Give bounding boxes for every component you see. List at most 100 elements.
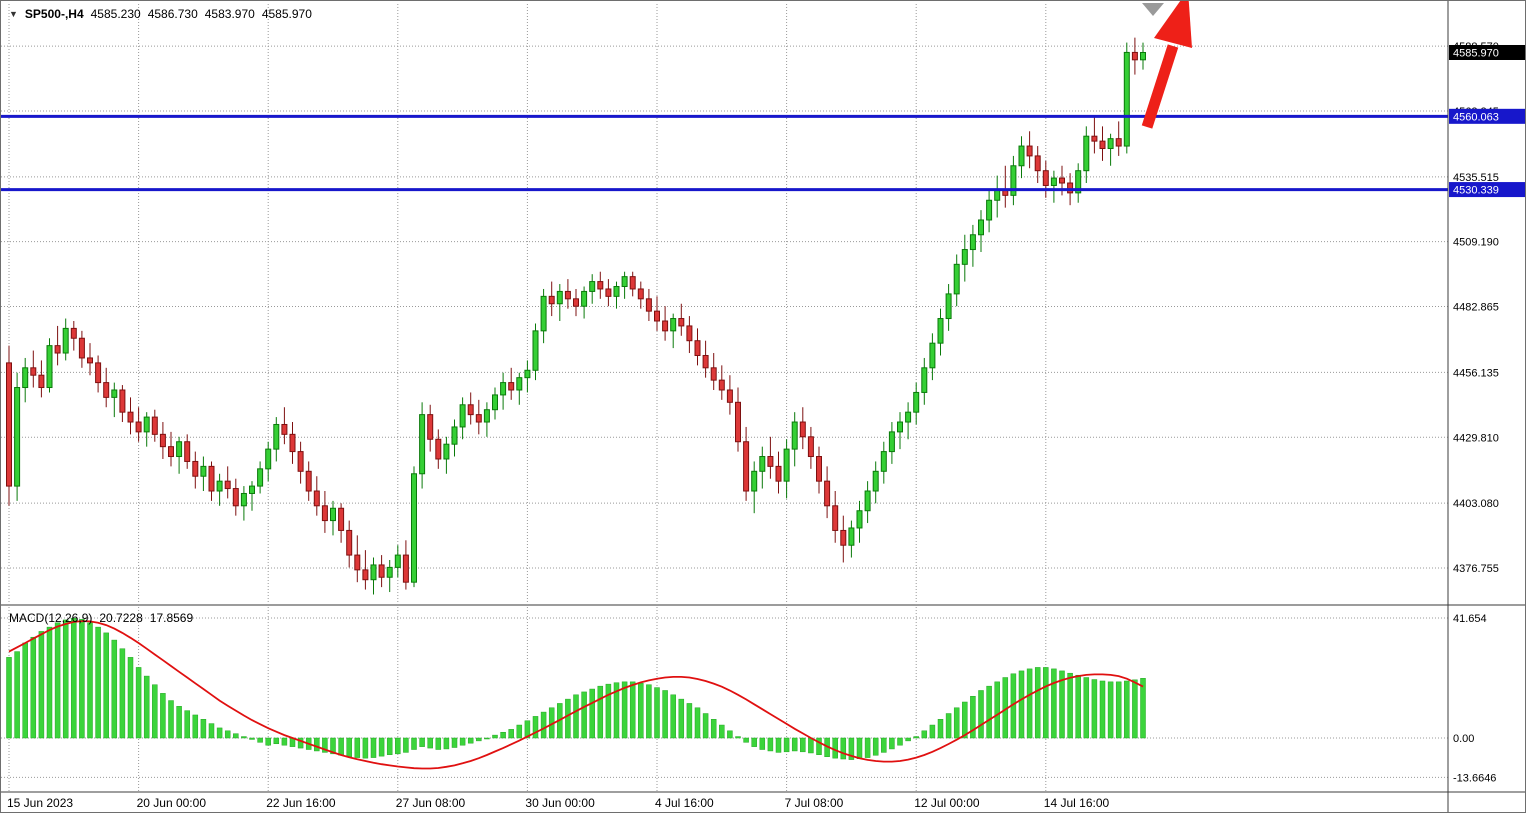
time-axis-label: 15 Jun 2023 bbox=[7, 796, 73, 810]
price-axis-label: 4456.135 bbox=[1453, 367, 1499, 379]
bear-candle bbox=[629, 276, 636, 290]
macd-histogram-bar bbox=[743, 737, 749, 743]
bear-candle bbox=[654, 310, 660, 322]
bull-candle bbox=[556, 290, 563, 305]
bull-candle bbox=[986, 199, 993, 221]
bear-candle bbox=[573, 298, 579, 307]
macd-histogram-bar bbox=[702, 713, 709, 739]
bull-candle bbox=[216, 480, 223, 492]
bear-candle bbox=[6, 362, 12, 487]
level-price-badge-text: 4530.339 bbox=[1453, 185, 1499, 197]
bull-candle bbox=[394, 554, 401, 568]
bear-candle bbox=[78, 337, 85, 359]
macd-main-value: 20.7228 bbox=[99, 611, 143, 625]
arrow-head[interactable] bbox=[1154, 1, 1192, 48]
bear-candle bbox=[151, 416, 158, 435]
bear-candle bbox=[1099, 140, 1106, 150]
macd-histogram-bar bbox=[395, 737, 401, 755]
bull-candle bbox=[492, 394, 498, 411]
bear-candle bbox=[694, 340, 701, 356]
chevron-down-icon[interactable]: ▼ bbox=[9, 8, 18, 19]
bear-candle bbox=[678, 318, 685, 327]
macd-histogram-bar bbox=[1140, 678, 1146, 739]
bull-candle bbox=[880, 451, 887, 472]
price-axis-label: 4535.515 bbox=[1453, 172, 1499, 184]
macd-histogram-bar bbox=[905, 737, 911, 742]
macd-signal-value: 17.8569 bbox=[149, 611, 194, 625]
level-price-badge-bg bbox=[1449, 108, 1525, 124]
bear-candle bbox=[597, 281, 604, 290]
macd-histogram-bar bbox=[338, 737, 344, 756]
macd-histogram-bar bbox=[897, 737, 903, 746]
macd-histogram-bar bbox=[864, 737, 871, 758]
time-axis-label: 4 Jul 16:00 bbox=[655, 796, 714, 810]
macd-histogram-bar bbox=[978, 690, 984, 739]
macd-histogram-bar bbox=[638, 683, 644, 739]
bear-candle bbox=[807, 436, 814, 458]
time-axis-label: 30 Jun 00:00 bbox=[525, 796, 595, 810]
bear-candle bbox=[816, 456, 822, 482]
macd-histogram-bar bbox=[670, 694, 676, 739]
trend-arrow-annotation[interactable] bbox=[1141, 1, 1192, 129]
macd-histogram-bar bbox=[143, 675, 150, 739]
macd-histogram-bar bbox=[1059, 670, 1065, 739]
macd-histogram-bar bbox=[986, 685, 992, 739]
macd-histogram-bar bbox=[476, 737, 482, 742]
macd-histogram-bar bbox=[759, 737, 766, 750]
macd-histogram-bar bbox=[1067, 672, 1073, 739]
bull-candle bbox=[111, 389, 118, 398]
macd-histogram-bar bbox=[46, 626, 53, 739]
macd-histogram-bar bbox=[678, 698, 685, 739]
macd-histogram-bar bbox=[79, 619, 85, 739]
bull-candle bbox=[888, 431, 895, 453]
bull-candle bbox=[524, 369, 531, 379]
macd-histogram-bar bbox=[613, 682, 620, 739]
grid-layer bbox=[1, 4, 1448, 792]
bear-candle bbox=[743, 441, 750, 492]
macd-histogram-bar bbox=[160, 693, 166, 739]
bear-candle bbox=[127, 411, 134, 423]
macd-histogram-bar bbox=[224, 730, 231, 739]
macd-histogram-bar bbox=[30, 636, 37, 739]
bull-candle bbox=[589, 281, 596, 292]
bear-candle bbox=[645, 298, 652, 312]
bear-candle bbox=[354, 554, 361, 571]
level-price-badge: 4530.339 bbox=[1449, 182, 1525, 198]
bull-candle bbox=[540, 295, 547, 332]
bull-candle bbox=[994, 189, 1001, 201]
bull-candle bbox=[848, 527, 855, 546]
macd-histogram-bar bbox=[540, 711, 547, 739]
bear-candle bbox=[54, 345, 61, 354]
macd-histogram-bar bbox=[233, 733, 239, 739]
bull-candle bbox=[330, 507, 336, 522]
bear-candle bbox=[710, 367, 717, 381]
bear-candle bbox=[135, 421, 142, 433]
bull-candle bbox=[459, 404, 466, 428]
support-resistance-lines[interactable] bbox=[1, 114, 1448, 192]
bull-candle bbox=[897, 421, 903, 433]
price-axis[interactable]: 4588.5704562.2454535.5154509.1904482.865… bbox=[1453, 41, 1499, 784]
time-axis-label: 27 Jun 08:00 bbox=[396, 796, 466, 810]
macd-histogram-bar bbox=[297, 737, 304, 749]
macd-histogram-bar bbox=[168, 700, 174, 739]
price-axis-label: 4376.755 bbox=[1453, 563, 1499, 575]
macd-histogram-bar bbox=[1115, 681, 1122, 739]
macd-histogram-bar bbox=[38, 631, 45, 739]
macd-histogram-bar bbox=[1107, 681, 1114, 739]
bear-candle bbox=[103, 382, 110, 398]
macd-histogram-bar bbox=[686, 703, 693, 739]
macd-name: MACD(12,26,9) bbox=[9, 611, 93, 625]
time-axis[interactable]: 15 Jun 2023 20 Jun 00:00 22 Jun 16:00 27 Ju… bbox=[7, 796, 1110, 810]
macd-histogram-bar bbox=[1132, 679, 1138, 739]
macd-histogram-bar bbox=[208, 723, 215, 739]
bear-candle bbox=[38, 374, 45, 389]
macd-histogram-bar bbox=[135, 667, 142, 739]
macd-histogram-bar bbox=[14, 651, 20, 739]
macd-histogram-bar bbox=[970, 695, 976, 739]
macd-histogram-bar bbox=[1043, 667, 1049, 739]
arrow-shaft[interactable] bbox=[1141, 44, 1179, 129]
bull-candle bbox=[1123, 51, 1130, 147]
